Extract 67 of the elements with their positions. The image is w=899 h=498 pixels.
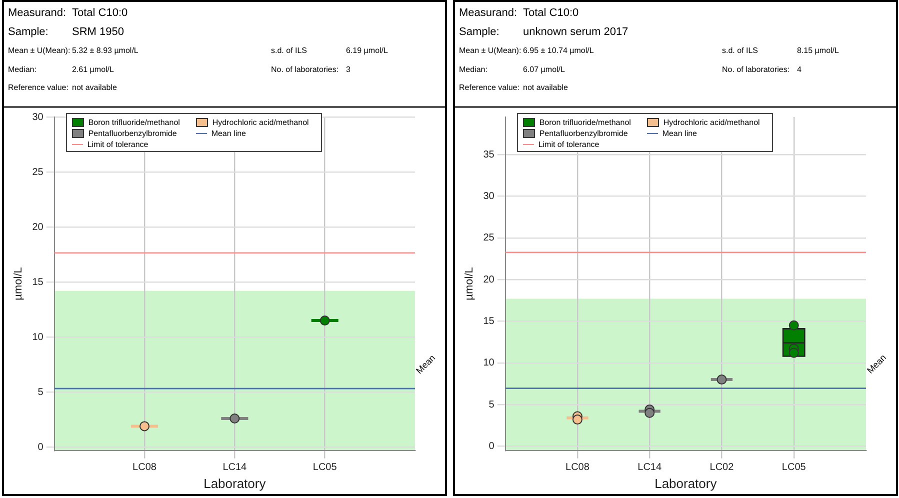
legend-label: Limit of tolerance (87, 140, 148, 149)
y-tick-label: 15 (32, 276, 44, 288)
text: s.d. of ILS (722, 46, 758, 55)
x-tick-label: LC08 (566, 462, 590, 474)
legend-label: Boron trifluoride/methanol (88, 118, 180, 127)
text: Mean ± U(Mean): (459, 46, 522, 55)
point (320, 316, 330, 326)
legend-label: Boron trifluoride/methanol (539, 118, 631, 127)
y-tick-label: 10 (32, 332, 44, 343)
x-axis-title: Laboratory (204, 476, 266, 491)
legend-label: Mean line (211, 129, 246, 138)
x-tick-label: LC05 (782, 462, 806, 474)
y-tick-label: 20 (32, 222, 44, 233)
point (230, 413, 240, 424)
legend-label: Limit of tolerance (538, 140, 600, 149)
text: Sample: (459, 26, 500, 38)
y-tick-label: 20 (483, 274, 495, 286)
y-tick-label: 5 (488, 399, 495, 410)
text: Reference value: (459, 83, 520, 92)
text: 6.07 µmol/L (523, 64, 565, 74)
x-tick-label: LC14 (222, 462, 248, 474)
legend-label: Hydrochloric acid/methanol (663, 118, 760, 127)
text: 5.32 ± 8.93 µmol/L (72, 46, 138, 55)
text: not available (523, 83, 568, 92)
text: SRM 1950 (72, 26, 124, 38)
y-tick-label: 30 (483, 190, 495, 202)
x-tick-label: LC08 (132, 462, 157, 474)
legend-label: Hydrochloric acid/methanol (212, 118, 309, 127)
legend-label: Pentafluorbenzylbromide (539, 129, 628, 138)
text: Median: (459, 64, 488, 74)
text: 8.15 µmol/L (797, 46, 839, 55)
y-tick-label: 35 (483, 149, 495, 160)
y-tick-label: 15 (483, 316, 495, 327)
x-axis-title: Laboratory (654, 476, 718, 491)
text: not available (72, 83, 117, 92)
legend-label: Mean line (662, 129, 697, 138)
point (139, 421, 150, 432)
y-axis-title: µmol/L (464, 267, 476, 300)
text: 4 (797, 64, 802, 74)
y-axis-title: µmol/L (12, 267, 25, 300)
text: Mean ± U(Mean): (8, 46, 70, 55)
text: No. of laboratories: (271, 64, 339, 74)
x-tick-label: LC02 (710, 462, 734, 474)
text: 3 (346, 64, 350, 74)
y-tick-label: 30 (32, 112, 44, 123)
y-tick-label: 25 (483, 232, 495, 244)
y-tick-label: 0 (488, 440, 495, 452)
text: Sample: (8, 26, 48, 38)
x-tick-label: LC05 (312, 462, 338, 474)
text: Median: (8, 64, 36, 74)
text: Reference value: (8, 83, 68, 92)
legend-label: Pentafluorbenzylbromide (88, 129, 177, 138)
x-tick-label: LC14 (638, 462, 662, 474)
text: Measurand: (459, 7, 518, 19)
text: unknown serum 2017 (523, 26, 628, 38)
text: s.d. of ILS (271, 46, 308, 55)
text: Total C10:0 (72, 7, 128, 19)
text: 6.95 ± 10.74 µmol/L (523, 46, 594, 55)
y-tick-label: 25 (32, 166, 44, 178)
y-tick-label: 10 (483, 358, 495, 369)
text: No. of laboratories: (722, 64, 790, 74)
text: 2.61 µmol/L (72, 64, 114, 74)
text: Measurand: (8, 7, 66, 19)
text: 6.19 µmol/L (346, 46, 388, 55)
y-tick-label: 0 (38, 442, 44, 453)
y-tick-label: 5 (38, 386, 44, 398)
text: Total C10:0 (523, 7, 579, 19)
